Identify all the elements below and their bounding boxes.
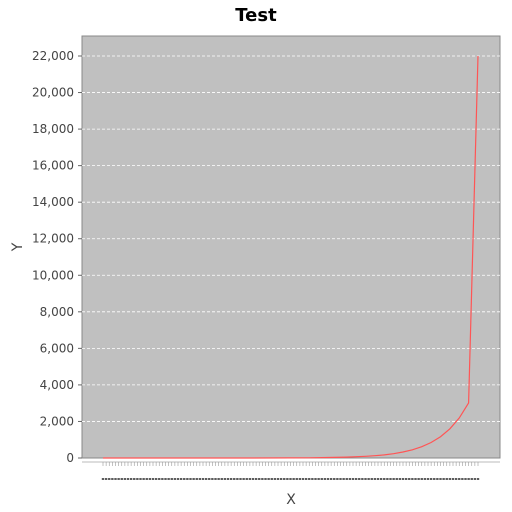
- y-tick-label: 20,000: [32, 86, 74, 100]
- series-line: [103, 55, 479, 459]
- x-axis-ticks: [82, 461, 500, 480]
- y-tick-label: 22,000: [32, 49, 74, 63]
- y-axis-label: Y: [10, 242, 26, 252]
- y-tick-label: 8,000: [40, 305, 74, 319]
- y-tick-label: 18,000: [32, 122, 74, 136]
- x-axis-label: X: [286, 492, 296, 508]
- y-tick-label: 14,000: [32, 195, 74, 209]
- y-axis-ticks: 0 2,000 4,000 6,000 8,000 10,000 12,000 14,000 1…: [32, 49, 82, 465]
- y-tick-label: 16,000: [32, 159, 74, 173]
- plot-area: [81, 35, 501, 459]
- y-tick-label: 6,000: [40, 341, 74, 355]
- y-tick-label: 4,000: [40, 378, 74, 392]
- y-tick-label: 10,000: [32, 268, 74, 282]
- chart-title: Test: [235, 5, 277, 26]
- y-tick-label: 2,000: [40, 414, 74, 428]
- y-tick-label: 12,000: [32, 232, 74, 246]
- y-tick-label: 0: [66, 451, 74, 465]
